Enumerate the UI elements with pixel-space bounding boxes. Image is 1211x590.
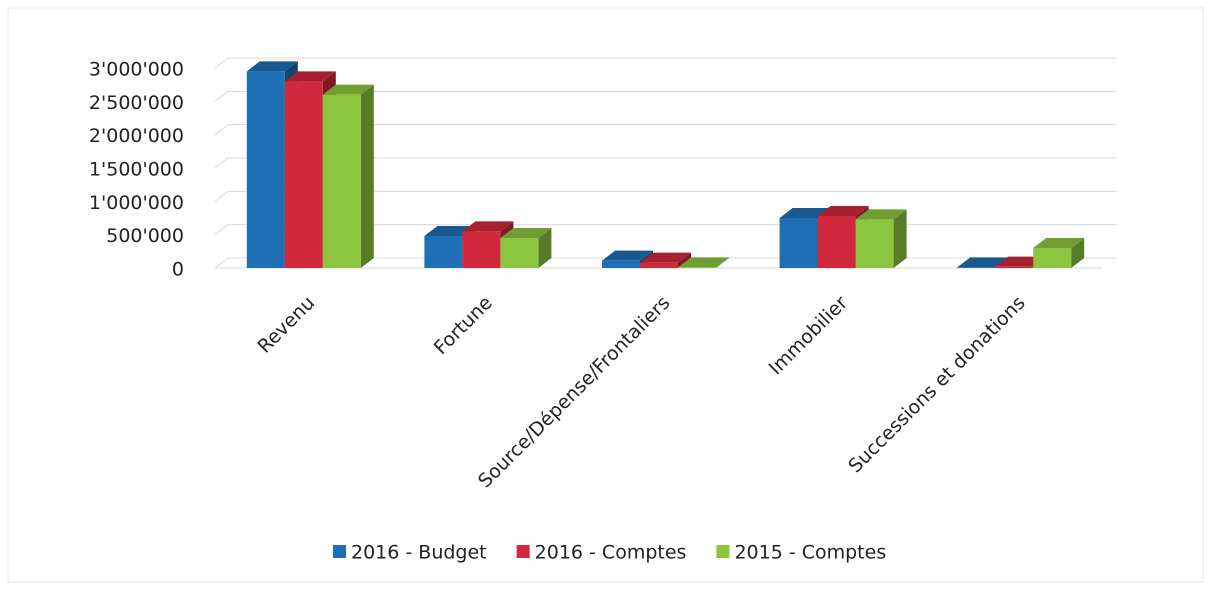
legend-label: 2015 - Comptes [734, 542, 886, 564]
bar-side [893, 209, 907, 268]
y-tick-label: 2'000'000 [89, 125, 184, 147]
grid-side [214, 57, 229, 69]
bar-top [1033, 238, 1085, 248]
bar-side [716, 257, 729, 268]
bar-top [602, 250, 653, 261]
bar-top [779, 208, 831, 218]
x-tick-label: Revenu [253, 292, 319, 358]
x-tick-label: Successions et donations [844, 292, 1029, 477]
x-tick-label: Source/Dépense/Frontaliers [474, 292, 674, 492]
bar-top [640, 252, 691, 263]
bar-side [360, 84, 374, 269]
grid-side [214, 124, 229, 136]
x-tick-label: Fortune [430, 292, 497, 359]
bar [246, 71, 285, 268]
y-tick-label: 1'500'000 [89, 159, 184, 181]
legend-label: 2016 - Budget [351, 542, 487, 564]
grid-side [214, 90, 229, 102]
bar [462, 231, 501, 268]
bar-top [957, 257, 1009, 268]
bar-top [855, 209, 907, 220]
grid-side [214, 257, 229, 269]
bar [500, 238, 539, 268]
bar [424, 236, 463, 268]
x-tick-label: Immobilier [765, 292, 853, 380]
legend-swatch [333, 545, 346, 558]
bar [284, 81, 323, 268]
bar [995, 266, 1034, 268]
bar-top [462, 221, 514, 232]
bar-top [246, 61, 298, 72]
y-tick-label: 3'000'000 [89, 59, 184, 81]
y-tick-label: 0 [172, 259, 184, 281]
bar [855, 219, 894, 268]
grid-side [214, 224, 229, 236]
y-tick-label: 1'000'000 [89, 192, 184, 214]
bar [602, 260, 640, 268]
bar-side [538, 228, 552, 268]
legend-label: 2016 - Comptes [535, 542, 687, 564]
bar [779, 218, 818, 268]
bar [678, 267, 716, 268]
y-tick-label: 500'000 [106, 225, 184, 247]
chart-frame [7, 7, 1204, 583]
bar [817, 216, 856, 268]
grid-side [214, 157, 229, 169]
y-tick-label: 2'500'000 [89, 92, 184, 114]
bar-top [500, 228, 552, 238]
bar [322, 94, 361, 269]
bar [957, 267, 996, 268]
bar [640, 262, 678, 268]
bar-side [678, 252, 691, 268]
bar-top [817, 206, 869, 216]
legend-swatch [716, 545, 730, 558]
bar [1033, 248, 1072, 268]
bar-top [678, 257, 729, 268]
legend-swatch [516, 545, 530, 558]
bar-top [322, 84, 374, 95]
grid-side [214, 190, 229, 202]
bar-top [284, 71, 336, 82]
